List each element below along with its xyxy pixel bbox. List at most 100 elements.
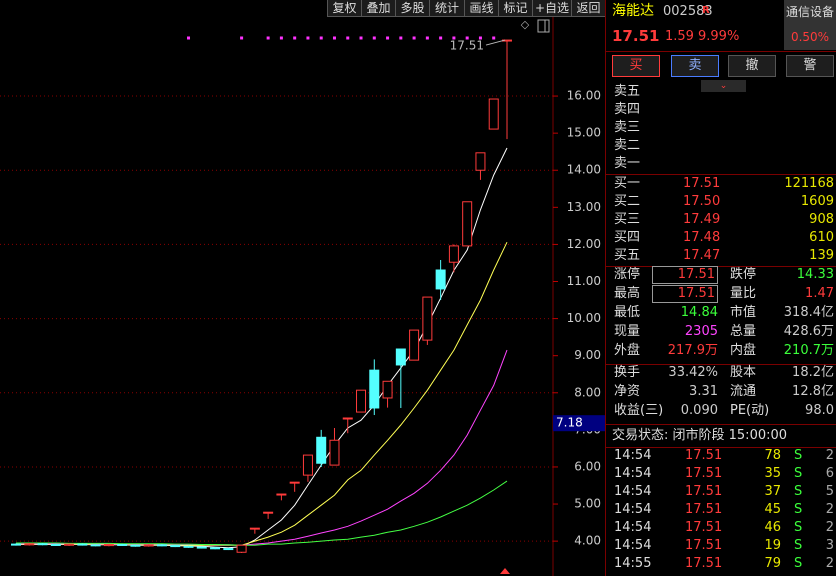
- toolbar-button[interactable]: 标记: [498, 0, 532, 17]
- y-tick-label: 10.00: [567, 311, 601, 325]
- trade-status: 交易状态: 闭市阶段 15:00:00: [612, 428, 788, 443]
- candle-body: [409, 329, 420, 361]
- separator: [606, 51, 836, 52]
- signal-dot: [346, 36, 350, 40]
- toolbar-button[interactable]: 叠加: [361, 0, 395, 17]
- trade-button[interactable]: 警: [786, 55, 834, 77]
- signal-dot: [478, 36, 482, 40]
- toolbar-button[interactable]: +自选: [532, 0, 571, 17]
- toolbar-button[interactable]: 画线: [464, 0, 498, 17]
- trade-button[interactable]: 卖: [671, 55, 719, 77]
- fundamental-value: 0.090: [680, 403, 718, 418]
- stat-value: 14.33: [796, 267, 834, 282]
- trade-button[interactable]: 撤: [728, 55, 776, 77]
- candle-body: [342, 417, 353, 420]
- candle-body: [156, 544, 167, 547]
- stat-value: 318.4亿: [783, 305, 834, 320]
- signal-dot: [492, 36, 496, 40]
- y-tick-label: 11.00: [567, 274, 601, 288]
- ask-label: 卖四: [614, 102, 641, 117]
- sector-name: 通信设备: [784, 0, 836, 25]
- signal-dot: [359, 36, 363, 40]
- toolbar-button[interactable]: 返回: [571, 0, 605, 17]
- trade-side: S: [794, 556, 803, 571]
- candle-body: [369, 369, 380, 409]
- bid-label: 买三: [614, 212, 641, 227]
- last-price: 17.51: [612, 27, 660, 45]
- bid-label: 买一: [614, 176, 641, 191]
- trade-time: 14:54: [614, 538, 652, 553]
- candle-body: [249, 527, 260, 530]
- trade-price: 17.51: [685, 466, 723, 481]
- stat-value: 217.9万: [667, 343, 718, 358]
- candle-body: [276, 493, 287, 496]
- stock-name: 海能达: [612, 3, 654, 19]
- bid-volume: 1609: [800, 194, 834, 209]
- y-tick-label: 16.00: [567, 89, 601, 103]
- trade-volume: 37: [764, 484, 781, 499]
- signal-dot: [293, 36, 297, 40]
- candle-body: [289, 481, 300, 484]
- candle-body: [64, 543, 75, 546]
- trade-volume: 45: [764, 502, 781, 517]
- price-annotation: 17.51: [450, 39, 484, 53]
- separator: [606, 266, 836, 267]
- trade-side: S: [794, 520, 803, 535]
- candle-body: [356, 389, 367, 413]
- stat-value: 17.51: [652, 266, 718, 284]
- bid-volume: 139: [809, 248, 834, 263]
- fundamental-label: 收益(三): [614, 403, 664, 418]
- candle-body: [103, 543, 114, 547]
- fundamental-label: PE(动): [730, 403, 770, 418]
- signal-dot: [306, 36, 310, 40]
- trade-button[interactable]: 买: [612, 55, 660, 77]
- collapse-tab[interactable]: ⌄: [701, 80, 746, 92]
- trade-time: 14:54: [614, 484, 652, 499]
- signal-dot: [372, 36, 376, 40]
- bid-price: 17.50: [683, 194, 721, 209]
- bid-price: 17.49: [683, 212, 721, 227]
- toolbar-button[interactable]: 多股: [395, 0, 429, 17]
- toolbar-button[interactable]: 复权: [327, 0, 361, 17]
- price-change-pct: 9.99%: [698, 29, 740, 44]
- y-tick-label: 15.00: [567, 126, 601, 140]
- candle-body: [462, 201, 473, 247]
- annotation-arrow: [485, 39, 506, 46]
- signal-dot: [319, 36, 323, 40]
- signal-dot: [465, 36, 469, 40]
- toolbar-button[interactable]: 统计: [429, 0, 464, 17]
- stat-label: 涨停: [614, 267, 641, 282]
- trade-side: S: [794, 448, 803, 463]
- stat-value: 1.47: [805, 286, 834, 301]
- separator: [606, 364, 836, 365]
- trade-count: 5: [825, 484, 834, 499]
- ask-label: 卖五: [614, 84, 641, 99]
- stat-value: 210.7万: [783, 343, 834, 358]
- cursor-price-box: [553, 415, 605, 432]
- quote-panel: 海能达 002583 R 通信设备 0.50% 17.51 1.59 9.99% 买卖撤警 ⌄ 卖五…: [605, 0, 836, 576]
- ask-label: 卖三: [614, 120, 641, 135]
- candle-body: [170, 545, 181, 548]
- candle-body: [11, 543, 21, 546]
- stock-badge: R: [702, 5, 710, 16]
- window-icon: [537, 19, 550, 33]
- bid-label: 买二: [614, 194, 641, 209]
- trade-count: 2: [825, 520, 834, 535]
- signal-dot: [187, 36, 191, 40]
- candle-body: [488, 98, 499, 130]
- trade-price: 17.51: [685, 484, 723, 499]
- candle-body: [302, 454, 313, 476]
- signal-dot: [266, 36, 270, 40]
- stat-label: 跌停: [730, 267, 757, 282]
- fundamental-label: 流通: [730, 384, 757, 399]
- candle-body: [196, 546, 207, 549]
- y-tick-label: 9.00: [574, 348, 601, 362]
- price-chart: ◇ 4.005.006.007.008.009.0010.0011.0012.0…: [0, 0, 605, 576]
- signal-dot: [439, 36, 443, 40]
- separator: [606, 447, 836, 448]
- bid-price: 17.47: [683, 248, 721, 263]
- candle-body: [117, 543, 128, 546]
- stat-label: 量比: [730, 286, 757, 301]
- trade-volume: 35: [764, 466, 781, 481]
- y-tick-label: 5.00: [574, 497, 601, 511]
